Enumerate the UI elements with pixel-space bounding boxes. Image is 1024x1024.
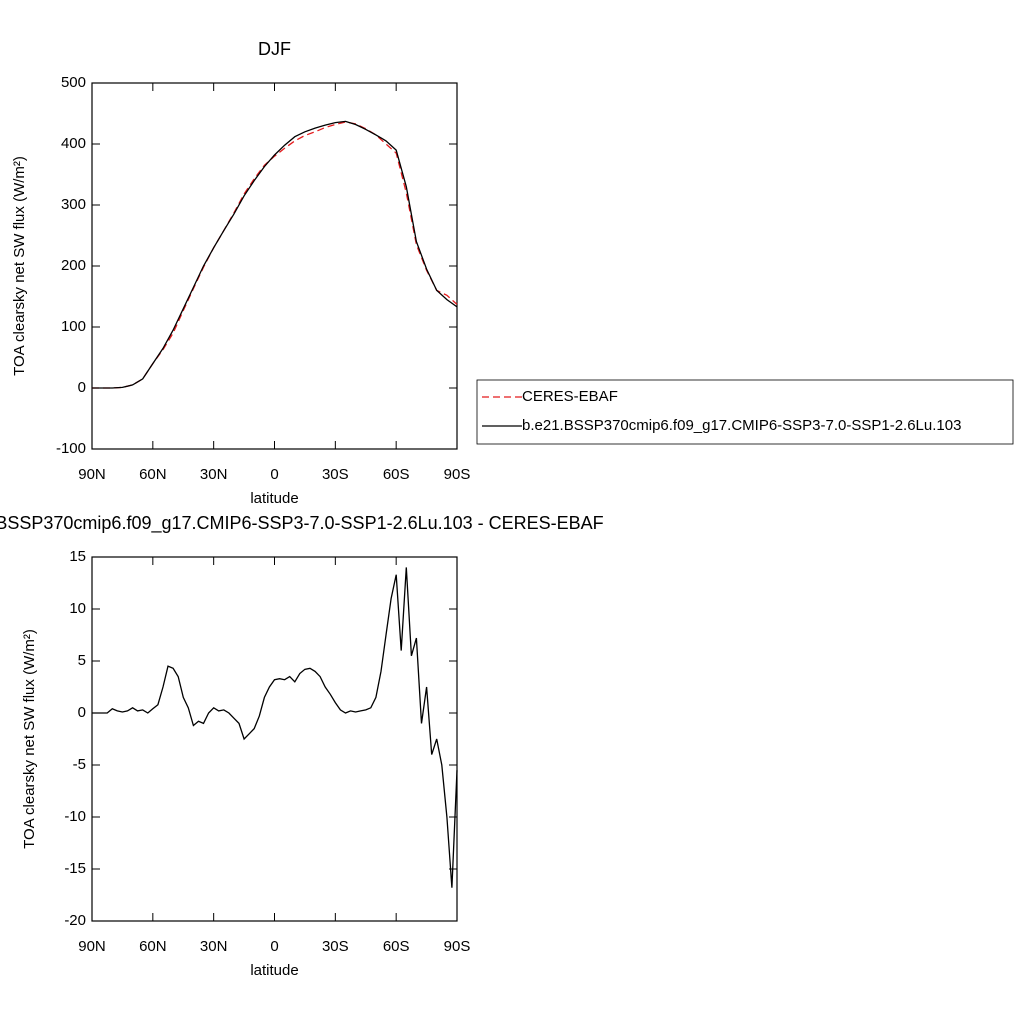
y-tick-label: -5 [73,756,86,773]
x-tick-label: 30N [200,466,228,483]
y-axis-label: TOA clearsky net SW flux (W/m²) [21,629,38,849]
x-tick-label: 60N [139,466,167,483]
y-tick-label: 5 [78,652,86,669]
x-tick-label: 30N [200,938,228,955]
y-tick-label: 0 [78,704,86,721]
x-tick-label: 90S [444,938,471,955]
x-tick-label: 60S [383,938,410,955]
y-tick-label: 15 [69,548,86,565]
y-tick-label: -10 [64,808,86,825]
chart-title: b.e21.BSSP370cmip6.f09_g17.CMIP6-SSP3-7.… [0,513,604,534]
x-tick-label: 0 [270,938,278,955]
y-tick-label: 10 [69,600,86,617]
y-tick-label: 200 [61,257,86,274]
plot-frame [91,82,458,450]
data-line [92,567,458,888]
x-tick-label: 30S [322,466,349,483]
y-tick-label: 500 [61,74,86,91]
y-tick-label: 100 [61,318,86,335]
y-axis-label: TOA clearsky net SW flux (W/m²) [11,156,28,376]
x-tick-label: 90N [78,466,106,483]
x-tick-label: 0 [270,466,278,483]
y-tick-label: 300 [61,196,86,213]
plot-frame [91,556,458,922]
y-tick-label: -20 [64,912,86,929]
legend-label: CERES-EBAF [522,388,618,405]
x-tick-label: 30S [322,938,349,955]
x-tick-label: 60N [139,938,167,955]
chart-title: DJF [258,39,291,59]
legend-box [476,379,1014,445]
y-tick-label: -100 [56,440,86,457]
x-axis-label: latitude [250,962,298,979]
x-tick-label: 90N [78,938,106,955]
data-line [92,121,458,389]
x-tick-label: 90S [444,466,471,483]
y-tick-label: 0 [78,379,86,396]
x-tick-label: 60S [383,466,410,483]
x-axis-label: latitude [250,490,298,507]
y-tick-label: 400 [61,135,86,152]
y-tick-label: -15 [64,860,86,877]
data-line [92,120,458,389]
legend-label: b.e21.BSSP370cmip6.f09_g17.CMIP6-SSP3-7.… [522,417,961,434]
